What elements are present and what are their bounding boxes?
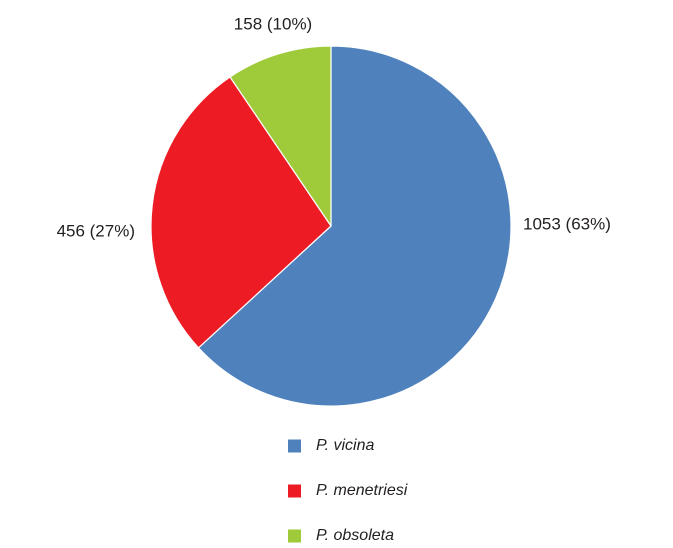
slice-labels: 1053 (63%) 456 (27%) 158 (10%) (57, 14, 611, 240)
pie-slice-p-obsoleta (229, 45, 332, 227)
legend-label-p-vicina: P. vicina (316, 437, 375, 454)
legend-swatch-p-obsoleta (288, 529, 301, 543)
data-label-p-menetriesi: 456 (27%) (57, 221, 135, 240)
data-label-p-vicina: 1053 (63%) (523, 214, 611, 233)
legend-item-p-obsoleta: P. obsoleta (288, 527, 394, 544)
data-label-p-obsoleta: 158 (10%) (234, 14, 312, 33)
legend-swatch-p-vicina (288, 439, 301, 453)
legend-item-p-menetriesi: P. menetriesi (288, 482, 408, 499)
pie-slice-p-menetriesi (150, 76, 332, 349)
legend-label-p-menetriesi: P. menetriesi (316, 482, 408, 499)
legend: P. vicina P. menetriesi P. obsoleta (288, 437, 408, 544)
legend-label-p-obsoleta: P. obsoleta (316, 527, 394, 543)
pie-slices (150, 45, 512, 407)
legend-swatch-p-menetriesi (288, 484, 301, 498)
legend-item-p-vicina: P. vicina (288, 437, 375, 454)
pie-slice-p-vicina (197, 45, 512, 407)
